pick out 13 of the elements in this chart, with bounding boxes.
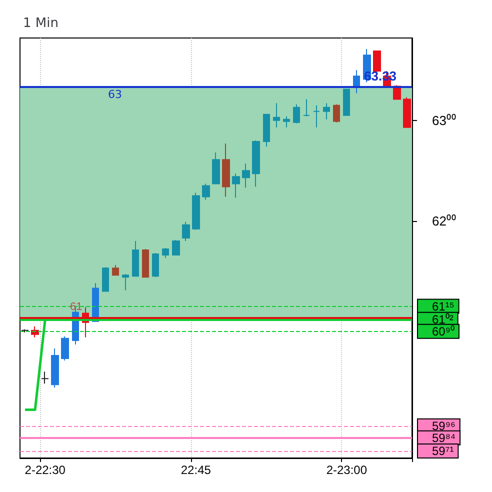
ref-line-label: 59⁹⁶ [432,418,456,433]
ref-line-label: 59⁷¹ [432,444,454,458]
ref-line-label: 61⁰² [432,312,454,326]
ref-line-label: 59⁸⁴ [432,430,456,445]
x-tick-label: 2-23:00 [326,463,368,477]
ref-line-label: 60⁹⁰ [432,324,454,338]
x-tick-label: 2-22:30 [24,463,66,477]
ref-line-label: 61¹⁵ [432,299,454,314]
x-tick-label: 22:45 [180,463,212,477]
chart-title: 1 Min [23,16,58,31]
y-tick-label: 62⁰⁰ [432,213,456,228]
y-tick-label: 63⁰⁰ [432,112,456,128]
band-label: 63 [108,88,122,102]
